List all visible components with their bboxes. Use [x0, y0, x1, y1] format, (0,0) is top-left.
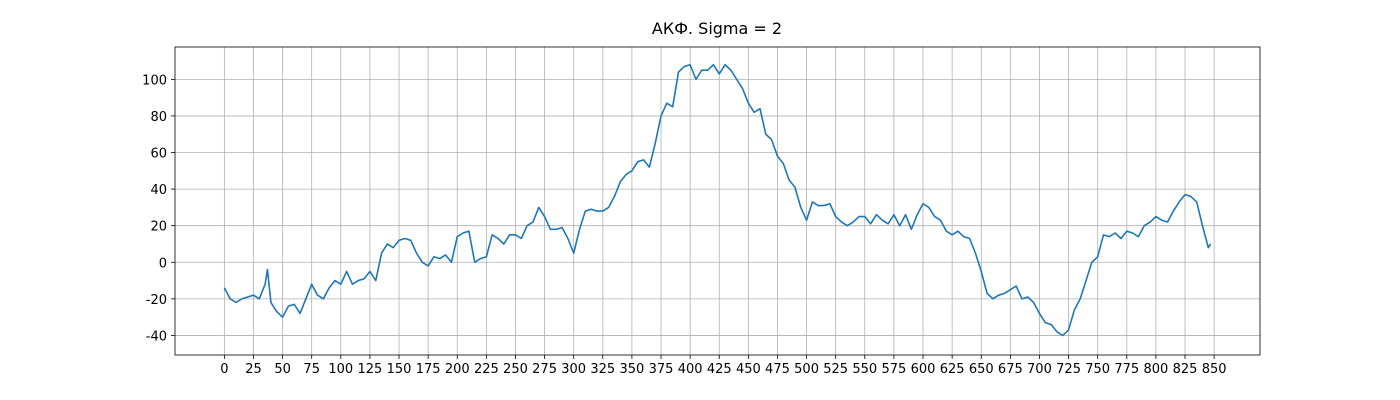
x-tick-label: 800: [1143, 362, 1168, 377]
x-tick-label: 600: [911, 362, 936, 377]
x-tick-label: 575: [881, 362, 906, 377]
x-tick-label: 25: [245, 362, 262, 377]
x-tick-label: 500: [794, 362, 819, 377]
plot-frame: [174, 46, 1261, 356]
y-tick-label: -20: [146, 293, 167, 308]
x-tick-label: 200: [445, 362, 470, 377]
x-tick-label: 700: [1027, 362, 1052, 377]
y-tick-label: 100: [142, 73, 167, 88]
x-tick-label: 650: [969, 362, 994, 377]
x-tick-label: 250: [503, 362, 528, 377]
x-tick-label: 825: [1173, 362, 1198, 377]
x-tick-label: 850: [1202, 362, 1227, 377]
x-tick-label: 475: [765, 362, 790, 377]
line-series: [223, 63, 1212, 337]
y-tick-label: 20: [150, 220, 167, 235]
y-tick-label: 60: [150, 147, 167, 162]
x-tick-label: 325: [590, 362, 615, 377]
x-tick-label: 125: [358, 362, 383, 377]
x-tick-label: 450: [736, 362, 761, 377]
x-tick-label: 550: [852, 362, 877, 377]
x-tick-label: 775: [1114, 362, 1139, 377]
x-tick-label: 350: [620, 362, 645, 377]
chart-title: АКФ. Sigma = 2: [652, 19, 782, 38]
x-tick-label: 0: [220, 362, 228, 377]
x-tick-label: 275: [532, 362, 557, 377]
x-tick-label: 100: [328, 362, 353, 377]
x-tick-label: 150: [387, 362, 412, 377]
y-tick-label: 0: [159, 256, 167, 271]
x-tick-label: 75: [303, 362, 320, 377]
x-tick-label: 425: [707, 362, 732, 377]
y-tick-label: -40: [146, 329, 167, 344]
y-tick-label: 40: [150, 183, 167, 198]
x-tick-label: 300: [561, 362, 586, 377]
x-tick-label: 225: [474, 362, 499, 377]
x-tick-label: 375: [649, 362, 674, 377]
x-tick-label: 675: [998, 362, 1023, 377]
x-tick-label: 175: [416, 362, 441, 377]
x-tick-label: 625: [940, 362, 965, 377]
y-tick-label: 80: [150, 110, 167, 125]
x-tick-label: 400: [678, 362, 703, 377]
x-tick-label: 50: [274, 362, 291, 377]
x-tick-label: 750: [1085, 362, 1110, 377]
x-tick-label: 725: [1056, 362, 1081, 377]
x-tick-label: 525: [823, 362, 848, 377]
